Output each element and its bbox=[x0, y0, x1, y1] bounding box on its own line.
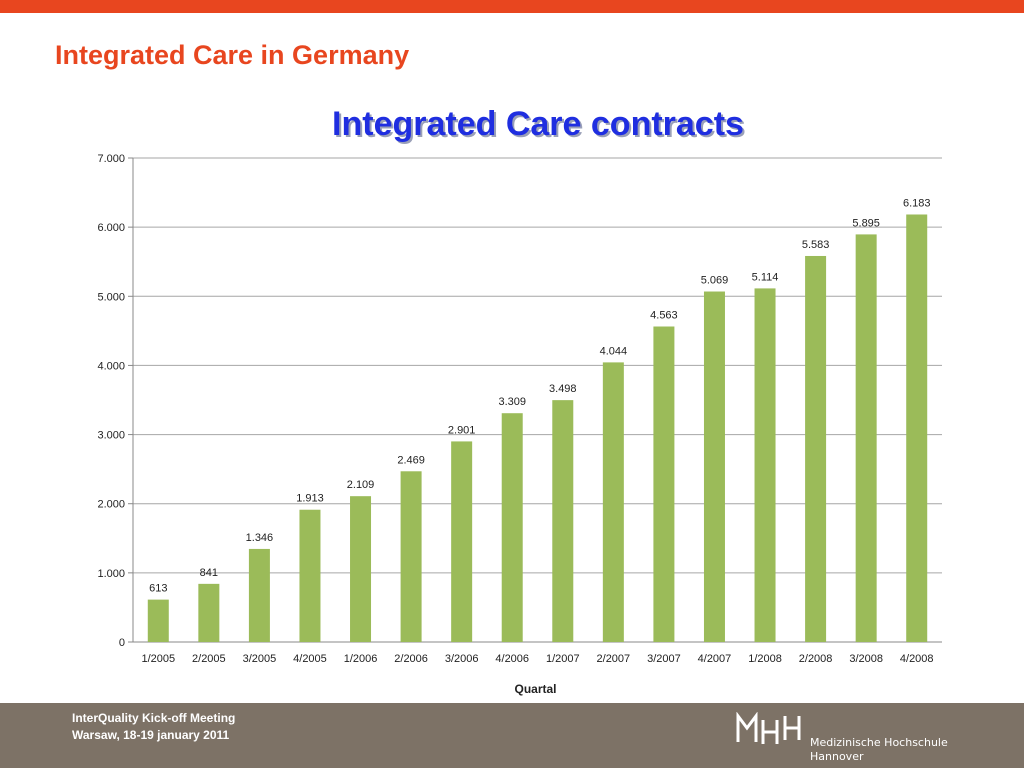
bar bbox=[248, 548, 270, 642]
bar bbox=[451, 441, 473, 642]
bar bbox=[400, 471, 422, 642]
x-tick-label: 1/2006 bbox=[344, 653, 378, 665]
bar bbox=[147, 599, 169, 642]
x-tick-label: 1/2005 bbox=[141, 653, 175, 665]
bar bbox=[602, 362, 624, 642]
logo-text-line1: Medizinische Hochschule bbox=[810, 736, 948, 749]
x-tick-label: 2/2007 bbox=[597, 653, 631, 665]
data-label: 6.183 bbox=[903, 197, 931, 209]
footer: InterQuality Kick-off Meeting Warsaw, 18… bbox=[0, 703, 1024, 768]
y-tick-label: 5.000 bbox=[97, 291, 125, 303]
data-label: 4.044 bbox=[600, 345, 628, 357]
data-label: 5.114 bbox=[752, 271, 779, 283]
top-accent-bar bbox=[0, 0, 1024, 13]
bar bbox=[703, 291, 725, 642]
bar bbox=[653, 326, 675, 642]
data-label: 3.498 bbox=[549, 383, 577, 395]
y-tick-label: 6.000 bbox=[97, 222, 125, 234]
x-tick-label: 3/2006 bbox=[445, 653, 479, 665]
bar bbox=[754, 288, 776, 642]
bar bbox=[855, 234, 877, 642]
x-axis-label: Quartal bbox=[514, 682, 556, 696]
data-label: 1.913 bbox=[296, 493, 324, 505]
x-tick-label: 2/2008 bbox=[799, 653, 833, 665]
data-label: 2.469 bbox=[397, 454, 425, 466]
logo-text-line2: Hannover bbox=[810, 750, 864, 763]
x-tick-label: 4/2008 bbox=[900, 653, 934, 665]
bar bbox=[552, 400, 574, 642]
bar bbox=[805, 255, 827, 642]
y-tick-label: 0 bbox=[119, 637, 125, 649]
y-tick-label: 1.000 bbox=[97, 568, 125, 580]
x-tick-label: 4/2005 bbox=[293, 653, 327, 665]
y-tick-label: 3.000 bbox=[97, 430, 125, 442]
y-tick-label: 2.000 bbox=[97, 499, 125, 511]
bar bbox=[198, 583, 220, 642]
x-tick-label: 2/2005 bbox=[192, 653, 226, 665]
data-label: 2.109 bbox=[347, 479, 375, 491]
x-tick-label: 3/2008 bbox=[849, 653, 883, 665]
x-tick-label: 2/2006 bbox=[394, 653, 428, 665]
x-tick-label: 4/2006 bbox=[495, 653, 529, 665]
data-label: 4.563 bbox=[650, 310, 678, 322]
slide-title: Integrated Care in Germany bbox=[55, 40, 410, 70]
chart-title: Integrated Care contracts bbox=[332, 105, 744, 143]
footer-event-name: InterQuality Kick-off Meeting bbox=[72, 711, 236, 725]
bar bbox=[501, 413, 523, 642]
data-label: 5.069 bbox=[701, 275, 729, 287]
bar bbox=[299, 509, 321, 642]
bar bbox=[906, 214, 928, 642]
x-tick-label: 1/2008 bbox=[748, 653, 782, 665]
data-label: 841 bbox=[200, 567, 218, 579]
data-label: 613 bbox=[149, 583, 167, 595]
bar bbox=[350, 496, 372, 642]
x-tick-label: 1/2007 bbox=[546, 653, 580, 665]
data-label: 5.583 bbox=[802, 239, 830, 251]
data-label: 1.346 bbox=[246, 532, 274, 544]
x-tick-label: 3/2007 bbox=[647, 653, 681, 665]
y-tick-label: 7.000 bbox=[97, 153, 125, 165]
x-tick-label: 4/2007 bbox=[698, 653, 732, 665]
footer-event-date: Warsaw, 18-19 january 2011 bbox=[72, 728, 230, 742]
mhh-logo-icon bbox=[736, 712, 801, 744]
data-label: 3.309 bbox=[498, 396, 526, 408]
data-label: 2.901 bbox=[448, 424, 476, 436]
data-label: 5.895 bbox=[852, 217, 880, 229]
y-tick-label: 4.000 bbox=[97, 360, 125, 372]
x-tick-label: 3/2005 bbox=[243, 653, 277, 665]
